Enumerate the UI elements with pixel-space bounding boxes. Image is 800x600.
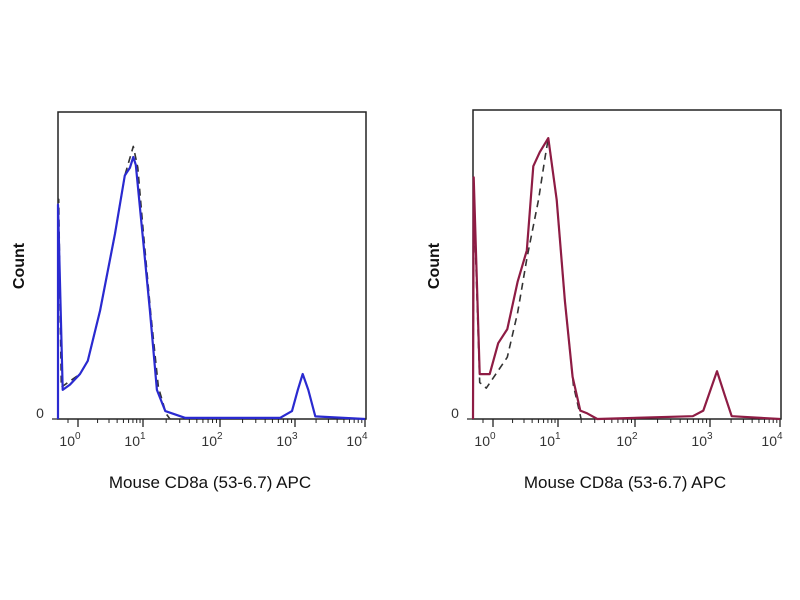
- x-tick-label: 104: [761, 431, 783, 449]
- x-tick-label: 101: [124, 431, 146, 449]
- y-tick-label: 0: [451, 405, 459, 421]
- x-tick-label: 102: [616, 431, 638, 449]
- y-axis-title: Count: [426, 242, 443, 289]
- y-axis-title: Count: [11, 242, 28, 289]
- x-tick-label: 102: [201, 431, 223, 449]
- stained-series-line: [471, 137, 781, 421]
- x-tick-label: 103: [276, 431, 298, 449]
- x-tick-label: 104: [346, 431, 368, 449]
- y-tick-label: 0: [36, 405, 44, 421]
- x-tick-label: 100: [474, 431, 496, 449]
- x-tick-label: 101: [539, 431, 561, 449]
- left-histogram-panel: 100 101 102 103 104 0 Mouse CD8a (53-6.7) APC C…: [11, 111, 368, 492]
- right-histogram-panel: 100 101 102 103 104 0 Mouse CD8a (53-6.7) APC C…: [426, 109, 783, 492]
- control-series-line: [57, 145, 171, 420]
- x-axis-title: Mouse CD8a (53-6.7) APC: [109, 473, 311, 492]
- stained-series-line: [56, 155, 366, 421]
- plot-frame: [472, 109, 782, 420]
- x-tick-label: 103: [691, 431, 713, 449]
- plot-frame: [57, 111, 367, 420]
- x-tick-label: 100: [59, 431, 81, 449]
- control-series-line: [472, 137, 582, 420]
- x-axis-title: Mouse CD8a (53-6.7) APC: [524, 473, 726, 492]
